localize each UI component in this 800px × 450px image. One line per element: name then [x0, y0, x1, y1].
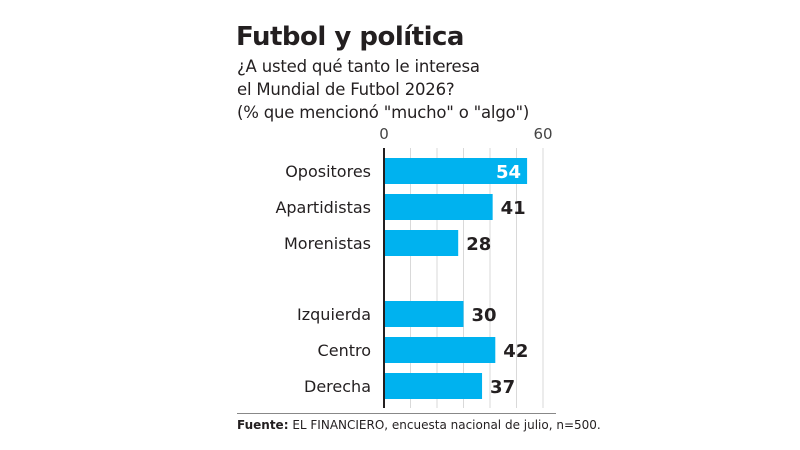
source-note: Fuente: EL FINANCIERO, encuesta nacional…: [237, 418, 601, 432]
bar-morenistas: [384, 230, 459, 256]
category-label-morenistas: Morenistas: [284, 234, 371, 253]
category-label-opositores: Opositores: [285, 162, 371, 181]
value-label-centro: 42: [503, 341, 528, 362]
value-label-derecha: 37: [490, 377, 515, 398]
bar-derecha: [384, 373, 483, 399]
source-label: Fuente:: [237, 418, 289, 432]
value-label-morenistas: 28: [466, 234, 491, 255]
chart-subtitle-line-3: (% que mencionó "mucho" o "algo"): [237, 103, 530, 122]
value-label-izquierda: 30: [472, 305, 497, 326]
bar-centro: [384, 337, 496, 363]
x-tick-label-0: 0: [379, 125, 389, 143]
category-label-apartidistas: Apartidistas: [275, 198, 371, 217]
bar-apartidistas: [384, 194, 493, 220]
chart-subtitle-line-1: ¿A usted qué tanto le interesa: [237, 57, 480, 76]
category-label-izquierda: Izquierda: [297, 305, 371, 324]
value-label-apartidistas: 41: [501, 198, 526, 219]
footer-divider: [237, 413, 556, 414]
bar-izquierda: [384, 301, 464, 327]
x-tick-label-60: 60: [533, 125, 552, 143]
category-label-centro: Centro: [318, 341, 371, 360]
chart-title: Futbol y política: [236, 22, 464, 52]
source-text: EL FINANCIERO, encuesta nacional de juli…: [288, 418, 601, 432]
chart-subtitle-line-2: el Mundial de Futbol 2026?: [237, 80, 455, 99]
value-label-opositores: 54: [496, 162, 521, 183]
bar-opositores: [384, 158, 528, 184]
category-label-derecha: Derecha: [304, 377, 371, 396]
